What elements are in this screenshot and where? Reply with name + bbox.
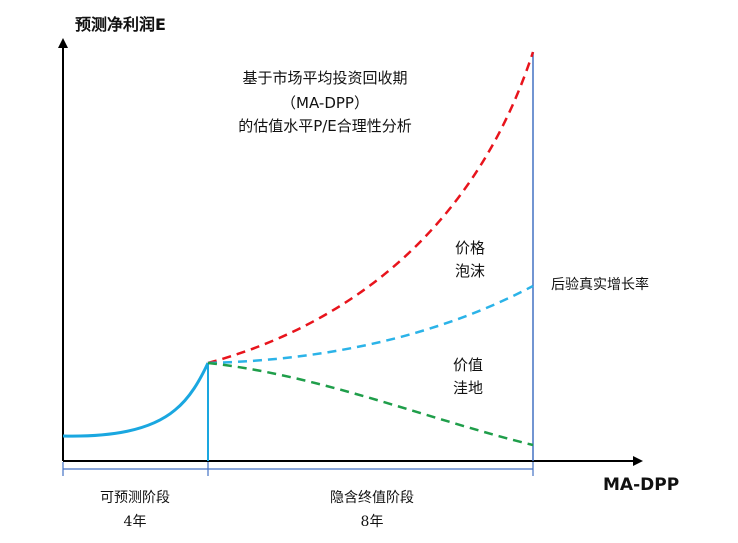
x-axis-label: MA-DPP — [603, 475, 679, 495]
forecast-phase-name: 可预测阶段 — [100, 490, 170, 506]
bubble-curve — [207, 51, 535, 365]
bubble-label-2: 泡沫 — [455, 262, 485, 280]
forecast-earnings-curve — [62, 362, 210, 438]
forecast-bracket — [62, 462, 209, 476]
terminal-phase-years: 8年 — [361, 514, 384, 530]
title-line-1: 基于市场平均投资回收期 — [242, 69, 407, 87]
hollow-label-1: 价值 — [453, 356, 483, 374]
y-axis-label: 预测净利润E — [75, 15, 166, 34]
forecast-phase-years: 4年 — [124, 514, 147, 530]
bubble-label-1: 价格 — [455, 239, 485, 257]
terminal-phase-name: 隐含终值阶段 — [330, 490, 414, 506]
real-growth-label: 后验真实增长率 — [551, 276, 649, 293]
terminal-bracket — [208, 462, 534, 476]
hollow-curve — [207, 361, 534, 447]
title-line-2: （MA-DPP） — [281, 94, 369, 112]
hollow-label-2: 洼地 — [453, 379, 483, 397]
title-line-3: 的估值水平P/E合理性分析 — [238, 117, 412, 135]
real-growth-curve — [207, 284, 534, 365]
